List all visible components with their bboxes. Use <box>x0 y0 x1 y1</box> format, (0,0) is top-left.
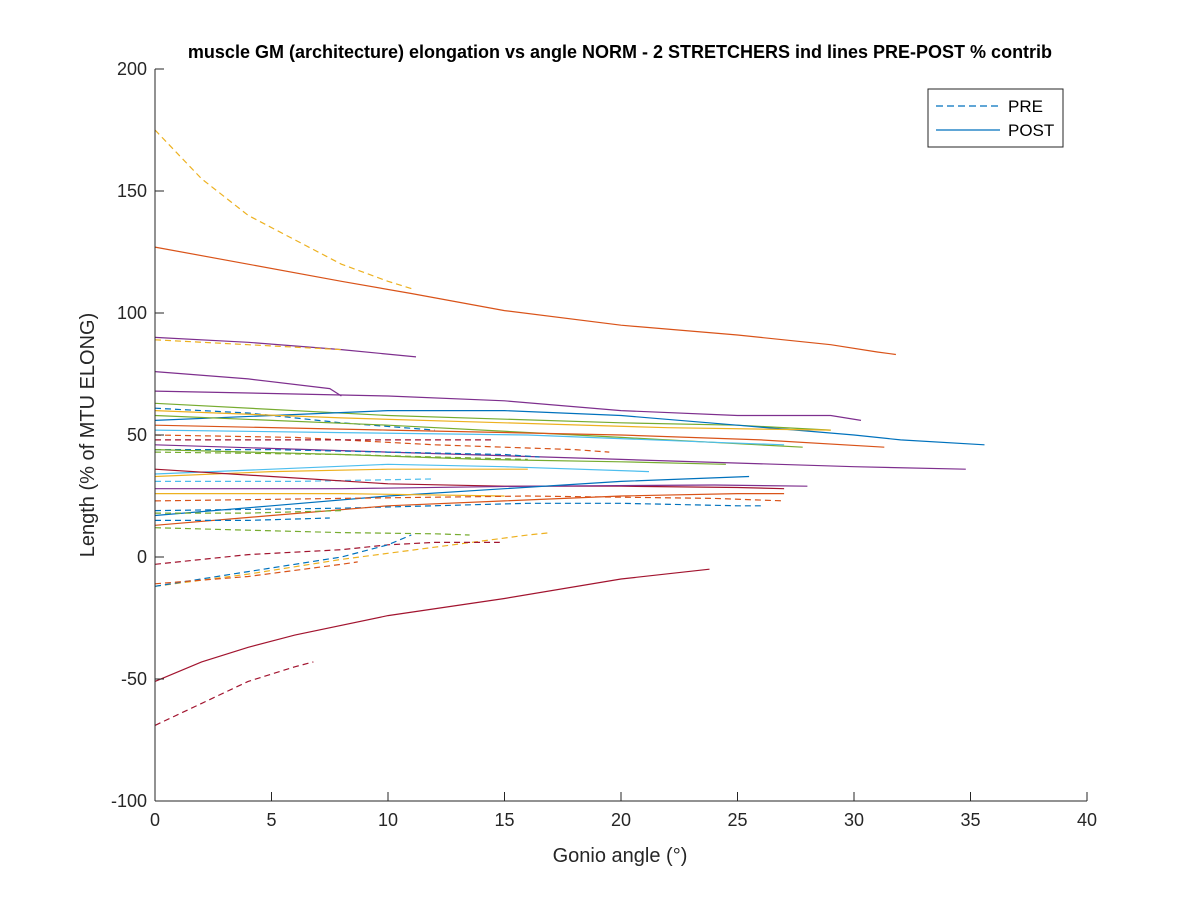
x-tick-label-5: 25 <box>727 810 747 830</box>
x-tick-label-6: 30 <box>844 810 864 830</box>
series-line-20-solid <box>154 468 528 478</box>
series-line-4-solid <box>154 371 342 397</box>
series-line-21-dashed <box>155 478 435 482</box>
series-line-23-solid <box>155 484 808 490</box>
x-tick-label-4: 20 <box>611 810 631 830</box>
legend: PRE POST <box>927 88 1064 148</box>
series-line-19-solid <box>154 463 650 475</box>
y-tick-label-3: 50 <box>127 425 147 445</box>
legend-pre-label: PRE <box>1008 97 1043 116</box>
y-tick-label-4: 100 <box>117 303 147 323</box>
y-tick-label-0: -100 <box>111 791 147 811</box>
x-tick-label-0: 0 <box>150 810 160 830</box>
series-line-11-solid <box>154 424 885 448</box>
x-axis-label: Gonio angle (°) <box>553 845 688 867</box>
x-tick-label-8: 40 <box>1077 810 1097 830</box>
series-line-27-dashed <box>154 502 761 512</box>
series-line-16-dashed <box>155 449 540 458</box>
legend-post-label: POST <box>1008 121 1054 140</box>
series-line-31-dashed <box>154 527 470 536</box>
series-line-2-solid <box>154 336 417 358</box>
series-line-7-solid <box>154 410 985 446</box>
series-line-12-solid <box>154 429 785 446</box>
series-line-29-dashed <box>155 510 342 514</box>
y-tick-label-2: 0 <box>137 547 147 567</box>
series-layer <box>154 129 985 726</box>
x-tick-label-3: 15 <box>494 810 514 830</box>
legend-box <box>927 88 1064 148</box>
series-line-30-dashed <box>155 517 330 521</box>
series-line-24-solid <box>154 475 750 517</box>
series-line-18-dashed <box>154 451 528 460</box>
series-line-6-solid <box>154 402 831 431</box>
chart-title: muscle GM (architecture) elongation vs a… <box>188 42 1052 62</box>
series-line-5-solid <box>154 390 862 421</box>
series-line-35-dashed <box>154 561 358 585</box>
series-line-36-solid <box>154 568 710 682</box>
axes-layer: 0 5 10 15 20 25 30 35 40 -100 -50 0 50 100 150 200 <box>111 59 1097 830</box>
series-line-3-dashed <box>154 339 342 351</box>
series-line-25-solid <box>155 493 505 497</box>
series-line-0-dashed <box>154 129 412 290</box>
series-line-1-solid <box>154 246 896 356</box>
x-tick-label-1: 5 <box>266 810 276 830</box>
y-tick-label-5: 150 <box>117 181 147 201</box>
series-line-34-dashed <box>154 534 412 587</box>
y-axis-label: Length (% of MTU ELONG) <box>77 313 99 558</box>
series-line-13-dashed <box>154 434 610 453</box>
series-line-32-dashed <box>154 532 552 587</box>
series-line-28-solid <box>154 493 785 526</box>
series-line-17-solid <box>154 449 726 465</box>
series-line-37-dashed <box>154 661 314 726</box>
series-line-33-dashed <box>154 541 500 565</box>
y-tick-label-6: 200 <box>117 59 147 79</box>
x-tick-label-7: 35 <box>960 810 980 830</box>
y-tick-label-1: -50 <box>121 669 147 689</box>
series-line-15-solid <box>154 444 966 470</box>
series-line-9-solid <box>154 410 831 431</box>
series-line-8-dashed <box>154 407 435 431</box>
series-line-26-dashed <box>154 495 785 502</box>
x-tick-label-2: 10 <box>378 810 398 830</box>
